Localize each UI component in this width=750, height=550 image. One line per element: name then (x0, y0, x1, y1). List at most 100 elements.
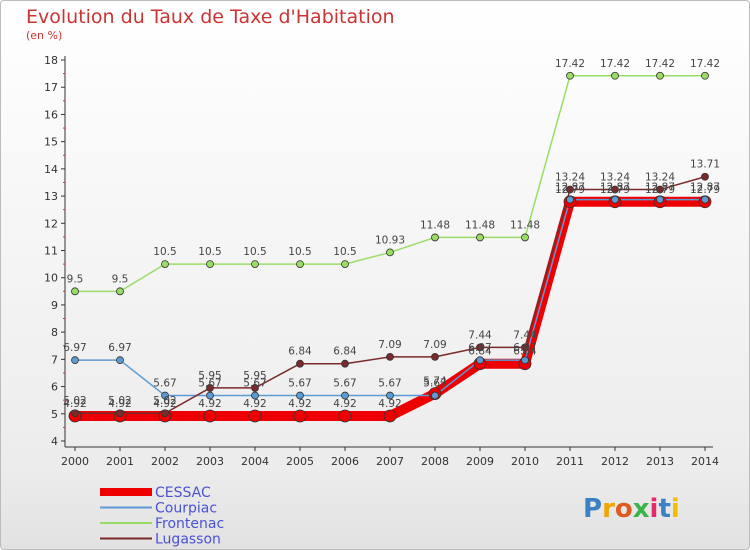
data-label: 6.97 (468, 342, 491, 354)
x-tick-label: 2006 (331, 455, 359, 468)
data-label: 5.67 (423, 378, 446, 390)
y-tick-label: 10 (44, 272, 58, 285)
data-label: 17.42 (645, 58, 675, 70)
x-tick-label: 2014 (691, 455, 719, 468)
data-label: 5.67 (378, 378, 401, 390)
data-point (431, 233, 439, 242)
data-point (296, 260, 304, 269)
data-point (71, 356, 79, 365)
data-label: 12.79 (645, 184, 675, 196)
data-point (116, 356, 124, 365)
data-label: 4.92 (108, 398, 131, 410)
data-point (566, 185, 574, 194)
data-point (386, 353, 394, 361)
data-label: 5.67 (153, 378, 176, 390)
data-point (341, 260, 349, 269)
data-point (476, 233, 484, 242)
data-point (206, 384, 214, 392)
data-label: 10.5 (288, 246, 311, 258)
data-point (341, 391, 349, 400)
data-point (431, 353, 439, 361)
x-tick-label: 2000 (61, 455, 89, 468)
data-point (203, 409, 217, 423)
data-label: 11.48 (510, 219, 540, 231)
data-label: 13.24 (555, 172, 585, 184)
data-point (521, 343, 529, 352)
data-label: 17.42 (690, 58, 720, 70)
data-label: 7.09 (423, 339, 446, 351)
data-label: 13.71 (690, 159, 720, 171)
legend-label-courpiac: Courpiac (155, 501, 217, 517)
chart-title: Evolution du Taux de Taxe d'Habitation (26, 6, 395, 28)
data-label: 4.92 (153, 398, 176, 410)
data-point (521, 356, 529, 365)
data-label: 10.5 (153, 246, 176, 258)
legend-label-lugasson: Lugasson (155, 532, 221, 548)
data-label: 6.84 (513, 346, 537, 358)
data-point (116, 287, 124, 296)
data-label: 17.42 (555, 58, 585, 70)
data-label: 6.97 (63, 342, 86, 354)
x-tick-label: 2013 (646, 455, 674, 468)
data-label: 9.5 (67, 273, 84, 285)
data-point (341, 359, 349, 368)
data-label: 10.5 (198, 246, 221, 258)
x-tick-label: 2007 (376, 455, 404, 468)
data-label: 7.09 (378, 339, 401, 351)
data-point (386, 391, 394, 400)
y-tick-label: 9 (51, 299, 58, 312)
data-label: 6.84 (468, 346, 492, 358)
data-point (476, 343, 484, 352)
data-point (611, 195, 619, 204)
data-label: 10.5 (243, 246, 266, 258)
chart-subtitle: (en %) (26, 29, 63, 42)
x-tick-label: 2008 (421, 455, 449, 468)
data-label: 7.44 (468, 329, 492, 341)
x-tick-label: 2001 (106, 455, 134, 468)
data-point (71, 287, 79, 296)
data-point (521, 233, 529, 242)
data-label: 5.02 (63, 395, 86, 407)
data-point (656, 185, 664, 194)
data-label: 5.95 (198, 370, 221, 382)
data-label: 5.67 (198, 378, 221, 390)
data-point (251, 384, 259, 392)
data-label: 4.92 (198, 398, 221, 410)
y-tick-label: 6 (51, 381, 58, 394)
y-tick-label: 4 (51, 435, 58, 448)
data-label: 11.48 (420, 219, 450, 231)
data-point (296, 391, 304, 400)
y-tick-label: 17 (44, 81, 58, 94)
data-point (251, 391, 259, 400)
data-label: 13.24 (600, 172, 630, 184)
data-point (431, 391, 439, 400)
data-label: 6.84 (288, 346, 312, 358)
data-point (386, 248, 394, 257)
x-tick-label: 2012 (601, 455, 629, 468)
data-label: 4.92 (333, 398, 356, 410)
data-label: 6.97 (108, 342, 131, 354)
data-point (656, 195, 664, 204)
data-point (248, 409, 262, 423)
series-line-courpiac (74, 198, 706, 397)
y-tick-label: 15 (44, 136, 58, 149)
data-label: 5.74 (423, 376, 447, 388)
data-point (206, 391, 214, 400)
data-point (383, 409, 397, 423)
data-label: 10.93 (375, 234, 405, 246)
data-label: 5.67 (288, 378, 311, 390)
data-point (566, 71, 574, 80)
data-point (161, 260, 169, 269)
data-label: 12.79 (690, 184, 720, 196)
data-label: 17.42 (600, 58, 630, 70)
x-tick-label: 2011 (556, 455, 584, 468)
data-label: 5.02 (108, 395, 131, 407)
data-label: 5.67 (333, 378, 356, 390)
data-label: 5.02 (153, 395, 176, 407)
data-label: 12.87 (600, 182, 630, 194)
x-tick-label: 2003 (196, 455, 224, 468)
data-label: 12.87 (645, 182, 675, 194)
data-point (206, 260, 214, 269)
y-tick-label: 14 (44, 163, 58, 176)
